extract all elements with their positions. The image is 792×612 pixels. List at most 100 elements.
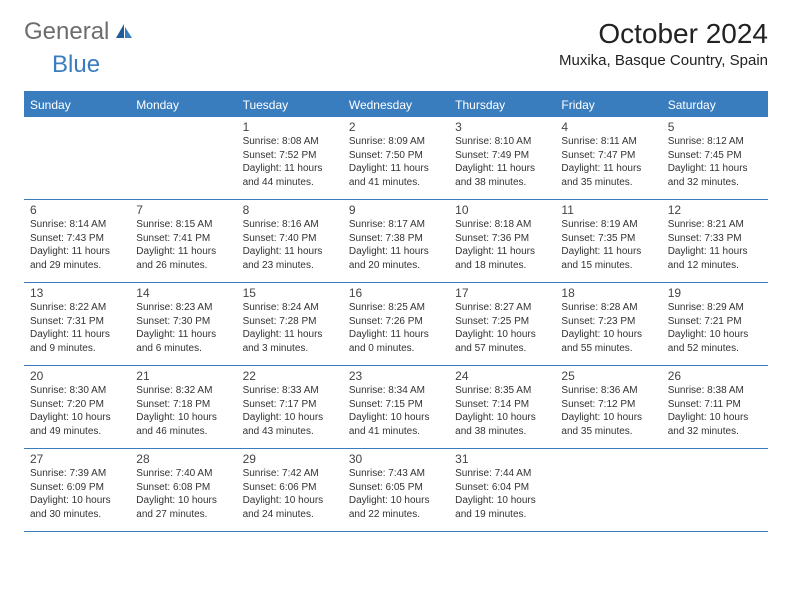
sunrise-text: Sunrise: 8:09 AM	[349, 135, 443, 149]
day-number: 15	[243, 286, 337, 300]
sunset-text: Sunset: 6:05 PM	[349, 481, 443, 495]
daylight-text: Daylight: 10 hours and 32 minutes.	[668, 411, 762, 438]
sunrise-text: Sunrise: 8:22 AM	[30, 301, 124, 315]
day-details: Sunrise: 8:25 AMSunset: 7:26 PMDaylight:…	[349, 301, 443, 355]
logo-text-general: General	[24, 18, 109, 46]
sunrise-text: Sunrise: 7:43 AM	[349, 467, 443, 481]
calendar-day-cell: 31Sunrise: 7:44 AMSunset: 6:04 PMDayligh…	[449, 449, 555, 531]
day-details: Sunrise: 7:42 AMSunset: 6:06 PMDaylight:…	[243, 467, 337, 521]
day-details: Sunrise: 8:16 AMSunset: 7:40 PMDaylight:…	[243, 218, 337, 272]
daylight-text: Daylight: 11 hours and 41 minutes.	[349, 162, 443, 189]
day-details: Sunrise: 8:32 AMSunset: 7:18 PMDaylight:…	[136, 384, 230, 438]
sunrise-text: Sunrise: 7:39 AM	[30, 467, 124, 481]
day-number: 9	[349, 203, 443, 217]
sunset-text: Sunset: 7:31 PM	[30, 315, 124, 329]
daylight-text: Daylight: 11 hours and 32 minutes.	[668, 162, 762, 189]
weekday-header-row: SundayMondayTuesdayWednesdayThursdayFrid…	[24, 93, 768, 117]
calendar-day-cell: 6Sunrise: 8:14 AMSunset: 7:43 PMDaylight…	[24, 200, 130, 282]
daylight-text: Daylight: 11 hours and 6 minutes.	[136, 328, 230, 355]
daylight-text: Daylight: 10 hours and 55 minutes.	[561, 328, 655, 355]
daylight-text: Daylight: 10 hours and 52 minutes.	[668, 328, 762, 355]
daylight-text: Daylight: 11 hours and 20 minutes.	[349, 245, 443, 272]
sunrise-text: Sunrise: 8:33 AM	[243, 384, 337, 398]
sunrise-text: Sunrise: 8:30 AM	[30, 384, 124, 398]
daylight-text: Daylight: 10 hours and 57 minutes.	[455, 328, 549, 355]
weekday-header: Saturday	[662, 93, 768, 117]
daylight-text: Daylight: 10 hours and 24 minutes.	[243, 494, 337, 521]
sunrise-text: Sunrise: 8:27 AM	[455, 301, 549, 315]
sunset-text: Sunset: 6:08 PM	[136, 481, 230, 495]
sunrise-text: Sunrise: 8:08 AM	[243, 135, 337, 149]
sunrise-text: Sunrise: 8:15 AM	[136, 218, 230, 232]
sunset-text: Sunset: 7:50 PM	[349, 149, 443, 163]
daylight-text: Daylight: 10 hours and 22 minutes.	[349, 494, 443, 521]
day-number: 6	[30, 203, 124, 217]
calendar-day-cell: 3Sunrise: 8:10 AMSunset: 7:49 PMDaylight…	[449, 117, 555, 199]
calendar-page: General October 2024 Muxika, Basque Coun…	[0, 0, 792, 550]
sunset-text: Sunset: 7:40 PM	[243, 232, 337, 246]
day-number: 21	[136, 369, 230, 383]
calendar: SundayMondayTuesdayWednesdayThursdayFrid…	[24, 91, 768, 532]
sunrise-text: Sunrise: 7:42 AM	[243, 467, 337, 481]
day-number: 17	[455, 286, 549, 300]
weekday-header: Monday	[130, 93, 236, 117]
sunset-text: Sunset: 7:20 PM	[30, 398, 124, 412]
calendar-day-cell: 13Sunrise: 8:22 AMSunset: 7:31 PMDayligh…	[24, 283, 130, 365]
sunrise-text: Sunrise: 8:23 AM	[136, 301, 230, 315]
daylight-text: Daylight: 11 hours and 3 minutes.	[243, 328, 337, 355]
sunrise-text: Sunrise: 8:32 AM	[136, 384, 230, 398]
daylight-text: Daylight: 11 hours and 18 minutes.	[455, 245, 549, 272]
logo-sail-icon	[114, 22, 134, 45]
day-details: Sunrise: 8:33 AMSunset: 7:17 PMDaylight:…	[243, 384, 337, 438]
day-details: Sunrise: 8:35 AMSunset: 7:14 PMDaylight:…	[455, 384, 549, 438]
sunrise-text: Sunrise: 8:36 AM	[561, 384, 655, 398]
day-number: 29	[243, 452, 337, 466]
day-number: 7	[136, 203, 230, 217]
calendar-week-row: 1Sunrise: 8:08 AMSunset: 7:52 PMDaylight…	[24, 117, 768, 200]
sunrise-text: Sunrise: 8:14 AM	[30, 218, 124, 232]
day-number: 27	[30, 452, 124, 466]
daylight-text: Daylight: 10 hours and 46 minutes.	[136, 411, 230, 438]
calendar-day-cell: 29Sunrise: 7:42 AMSunset: 6:06 PMDayligh…	[237, 449, 343, 531]
daylight-text: Daylight: 11 hours and 29 minutes.	[30, 245, 124, 272]
daylight-text: Daylight: 11 hours and 26 minutes.	[136, 245, 230, 272]
daylight-text: Daylight: 10 hours and 43 minutes.	[243, 411, 337, 438]
calendar-day-cell: 18Sunrise: 8:28 AMSunset: 7:23 PMDayligh…	[555, 283, 661, 365]
sunset-text: Sunset: 7:18 PM	[136, 398, 230, 412]
weeks-container: 1Sunrise: 8:08 AMSunset: 7:52 PMDaylight…	[24, 117, 768, 532]
sunset-text: Sunset: 7:49 PM	[455, 149, 549, 163]
sunset-text: Sunset: 7:45 PM	[668, 149, 762, 163]
day-details: Sunrise: 8:14 AMSunset: 7:43 PMDaylight:…	[30, 218, 124, 272]
calendar-day-cell: 7Sunrise: 8:15 AMSunset: 7:41 PMDaylight…	[130, 200, 236, 282]
day-details: Sunrise: 8:15 AMSunset: 7:41 PMDaylight:…	[136, 218, 230, 272]
day-details: Sunrise: 8:27 AMSunset: 7:25 PMDaylight:…	[455, 301, 549, 355]
day-details: Sunrise: 8:21 AMSunset: 7:33 PMDaylight:…	[668, 218, 762, 272]
calendar-day-cell	[130, 117, 236, 199]
sunrise-text: Sunrise: 8:19 AM	[561, 218, 655, 232]
sunrise-text: Sunrise: 8:25 AM	[349, 301, 443, 315]
calendar-week-row: 6Sunrise: 8:14 AMSunset: 7:43 PMDaylight…	[24, 200, 768, 283]
sunset-text: Sunset: 7:17 PM	[243, 398, 337, 412]
sunset-text: Sunset: 7:35 PM	[561, 232, 655, 246]
daylight-text: Daylight: 10 hours and 35 minutes.	[561, 411, 655, 438]
calendar-day-cell: 14Sunrise: 8:23 AMSunset: 7:30 PMDayligh…	[130, 283, 236, 365]
daylight-text: Daylight: 10 hours and 30 minutes.	[30, 494, 124, 521]
sunrise-text: Sunrise: 8:11 AM	[561, 135, 655, 149]
daylight-text: Daylight: 11 hours and 9 minutes.	[30, 328, 124, 355]
day-number: 22	[243, 369, 337, 383]
day-details: Sunrise: 8:17 AMSunset: 7:38 PMDaylight:…	[349, 218, 443, 272]
calendar-day-cell: 26Sunrise: 8:38 AMSunset: 7:11 PMDayligh…	[662, 366, 768, 448]
day-details: Sunrise: 8:11 AMSunset: 7:47 PMDaylight:…	[561, 135, 655, 189]
calendar-week-row: 27Sunrise: 7:39 AMSunset: 6:09 PMDayligh…	[24, 449, 768, 532]
calendar-day-cell: 16Sunrise: 8:25 AMSunset: 7:26 PMDayligh…	[343, 283, 449, 365]
sunrise-text: Sunrise: 8:18 AM	[455, 218, 549, 232]
day-details: Sunrise: 8:28 AMSunset: 7:23 PMDaylight:…	[561, 301, 655, 355]
day-details: Sunrise: 7:40 AMSunset: 6:08 PMDaylight:…	[136, 467, 230, 521]
weekday-header: Wednesday	[343, 93, 449, 117]
daylight-text: Daylight: 10 hours and 27 minutes.	[136, 494, 230, 521]
calendar-day-cell: 20Sunrise: 8:30 AMSunset: 7:20 PMDayligh…	[24, 366, 130, 448]
sunrise-text: Sunrise: 8:21 AM	[668, 218, 762, 232]
day-number: 23	[349, 369, 443, 383]
day-details: Sunrise: 7:43 AMSunset: 6:05 PMDaylight:…	[349, 467, 443, 521]
month-title: October 2024	[559, 18, 768, 50]
